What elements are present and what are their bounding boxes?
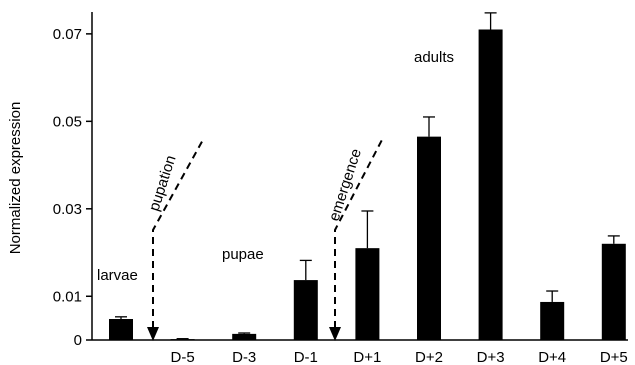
bar <box>232 333 257 340</box>
pupation-marker: pupation <box>146 137 205 341</box>
bar <box>417 136 441 340</box>
y-axis-title: Normalized expression <box>7 102 24 255</box>
x-tick-label: D+5 <box>600 349 628 365</box>
annotation-pupation: pupation <box>146 153 180 213</box>
bar <box>109 319 133 340</box>
bar <box>170 339 195 341</box>
bars <box>109 12 626 341</box>
pupation-arrow-head <box>147 327 159 341</box>
x-tick-label: D+4 <box>538 349 566 365</box>
x-tick-label: D-1 <box>294 349 318 365</box>
y-tick-label: 0.07 <box>53 26 82 43</box>
bar <box>478 29 503 340</box>
pupation-dashed-line <box>152 137 205 328</box>
annotation-adults: adults <box>414 49 454 66</box>
x-tick-label: D+2 <box>415 349 443 365</box>
x-axis-tick-labels: D-5 D-3 D-1 D+1 D+2 D+3 D+4 D+5 <box>171 349 628 365</box>
bar <box>540 301 565 340</box>
x-tick-label: D-3 <box>232 349 256 365</box>
emergence-dashed-line <box>334 135 385 328</box>
annotation-larvae: larvae <box>97 267 138 284</box>
y-axis-ticks: 0 0.01 0.03 0.05 0.07 <box>53 26 92 349</box>
y-tick-label: 0.03 <box>53 201 82 218</box>
y-tick-label: 0.05 <box>53 113 82 130</box>
bar <box>293 280 318 340</box>
y-tick-label: 0 <box>74 332 82 349</box>
x-tick-label: D+1 <box>353 349 381 365</box>
x-tick-label: D+3 <box>477 349 505 365</box>
bar <box>601 243 626 340</box>
bar <box>355 248 380 340</box>
y-tick-label: 0.01 <box>53 288 82 305</box>
annotation-pupae: pupae <box>222 246 264 263</box>
emergence-arrow-head <box>329 327 341 341</box>
x-tick-label: D-5 <box>171 349 195 365</box>
